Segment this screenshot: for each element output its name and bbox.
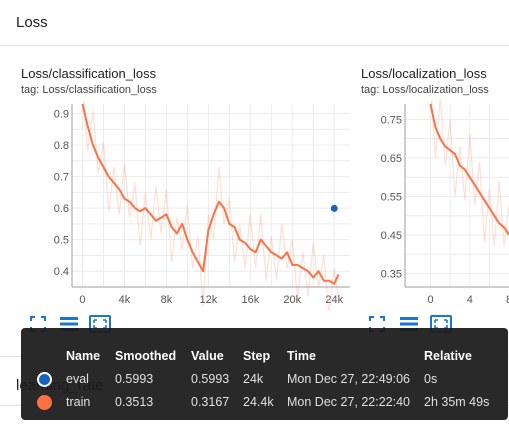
classification-loss-chart[interactable]: 0.4 0.5 0.6 0.7 0.8 0.9 0 4k 8k 12k 16k 20k 24k (21, 100, 352, 310)
row-eval-name: eval (66, 372, 89, 386)
y-tick-label: 0.75 (381, 114, 402, 126)
x-tick-label: 0 (79, 294, 85, 306)
col-header-relative: Relative (424, 349, 472, 363)
data-tooltip: Name Smoothed Value Step Time Relative e… (21, 328, 508, 420)
fullscreen-icon (30, 316, 46, 332)
y-tick-label: 0.65 (381, 153, 402, 165)
series-train-line (429, 103, 509, 236)
col-header-step: Step (243, 349, 271, 363)
y-tick-label: 0.7 (54, 172, 69, 184)
row-train-time: Mon Dec 27, 22:22:40 (287, 395, 410, 409)
x-tick-label: 4 (467, 294, 473, 306)
x-tick-label: 24k (325, 294, 343, 306)
row-train-smoothed: 0.3513 (115, 395, 154, 409)
col-header-time: Time (287, 349, 316, 363)
row-eval-step: 24k (243, 372, 264, 386)
fullscreen-icon (369, 316, 385, 332)
fullscreen-button[interactable] (27, 314, 49, 334)
y-tick-label: 0.5 (54, 235, 69, 247)
y-tick-label: 0.45 (381, 230, 402, 242)
col-header-smoothed: Smoothed (115, 349, 177, 363)
fullscreen-button-2[interactable] (366, 314, 388, 334)
card-title-classification: Loss/classification_loss (21, 66, 157, 81)
train-color-dot (37, 395, 52, 410)
x-tick-label: 8k (161, 294, 173, 306)
x-tick-label: 4k (119, 294, 131, 306)
y-tick-label: 0.8 (54, 140, 69, 152)
row-train-step: 24.4k (243, 395, 274, 409)
series-train-line (81, 103, 340, 285)
x-tick-label: 8 (506, 294, 509, 306)
section-title: Loss (16, 14, 48, 31)
series-train-raw (82, 100, 340, 310)
x-tick-label: 16k (241, 294, 259, 306)
localization-loss-chart[interactable]: 0.35 0.45 0.55 0.65 0.75 0 4 8 (361, 100, 509, 310)
row-eval-value: 0.5993 (191, 372, 230, 386)
card-title-localization: Loss/localization_loss (361, 66, 487, 81)
col-header-value: Value (191, 349, 224, 363)
section-header[interactable]: Loss (0, 0, 509, 46)
eval-color-dot (37, 372, 52, 387)
y-tick-label: 0.9 (54, 108, 69, 120)
row-eval-time: Mon Dec 27, 22:49:06 (287, 372, 410, 386)
card-tag-classification: tag: Loss/classification_loss (21, 84, 157, 96)
y-tick-label: 0.4 (54, 266, 69, 278)
row-train-value: 0.3167 (191, 395, 230, 409)
col-header-name: Name (66, 349, 101, 363)
row-train-relative: 2h 35m 49s (424, 395, 490, 409)
y-tick-label: 0.55 (381, 191, 402, 203)
y-tick-label: 0.6 (54, 203, 69, 215)
y-tick-label: 0.35 (381, 269, 402, 281)
x-tick-label: 12k (200, 294, 218, 306)
row-eval-smoothed: 0.5993 (115, 372, 154, 386)
row-eval-relative: 0s (424, 372, 438, 386)
x-tick-label: 20k (283, 294, 301, 306)
row-train-name: train (66, 395, 91, 409)
x-tick-label: 0 (427, 294, 433, 306)
card-tag-localization: tag: Loss/localization_loss (361, 84, 489, 96)
series-eval-point (330, 204, 338, 212)
